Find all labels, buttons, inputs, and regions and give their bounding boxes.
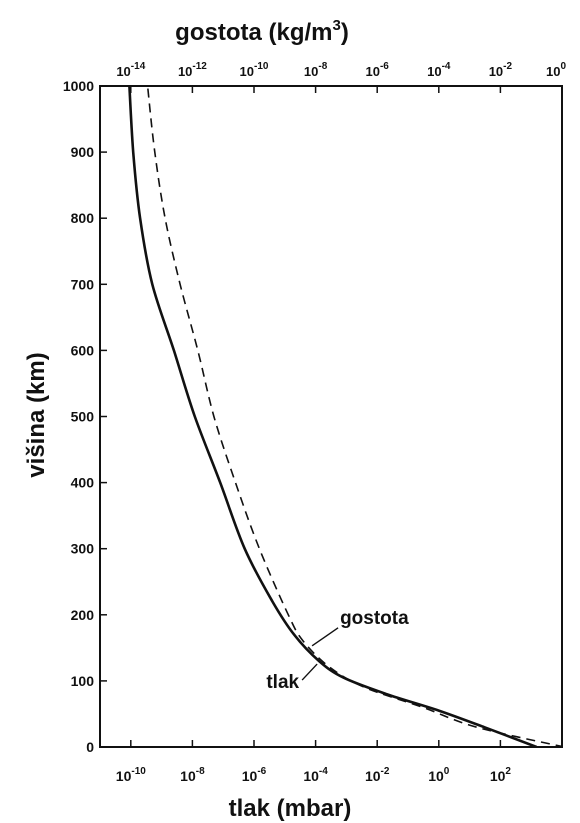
plot-frame xyxy=(99,85,563,748)
x-bottom-tick-label: 10-4 xyxy=(303,766,328,784)
y-tick-label: 300 xyxy=(71,541,95,557)
x-top-tick-label: 10-6 xyxy=(366,61,390,79)
y-tick-label: 200 xyxy=(71,607,95,623)
y-axis-title: višina (km) xyxy=(23,352,50,477)
x-top-tick-label: 10-4 xyxy=(427,61,451,79)
annotations: gostota tlak xyxy=(266,608,409,693)
series-line-tlak xyxy=(128,85,538,747)
x-axis-top-title-sup: 3 xyxy=(333,17,341,34)
x-top-tick-label: 10-8 xyxy=(304,61,328,79)
y-tick-label: 100 xyxy=(71,673,95,689)
x-bottom-tick-label: 10-6 xyxy=(242,766,267,784)
x-axis-top-title-tail: ) xyxy=(341,19,349,46)
x-top-tick-label: 10-10 xyxy=(240,61,269,79)
y-tick-label: 800 xyxy=(71,210,95,226)
y-tick-label: 500 xyxy=(71,409,95,425)
x-bottom-tick-label: 10-2 xyxy=(365,766,390,784)
x-axis-bottom-ticks: 10-10 10-8 10-6 10-4 10-2 100 102 xyxy=(116,740,512,784)
annotation-gostota: gostota xyxy=(340,608,409,629)
annotation-leader-tlak xyxy=(301,663,318,681)
y-tick-label: 0 xyxy=(86,739,94,755)
x-bottom-tick-label: 10-8 xyxy=(180,766,205,784)
series-group xyxy=(128,85,562,747)
x-axis-bottom-title: tlak (mbar) xyxy=(229,795,352,822)
annotation-tlak: tlak xyxy=(266,672,299,693)
x-bottom-tick-label: 10-10 xyxy=(116,766,146,784)
annotation-leader-gostota xyxy=(311,627,339,647)
y-tick-label: 1000 xyxy=(63,78,94,94)
y-tick-label: 600 xyxy=(71,342,95,358)
x-bottom-tick-label: 102 xyxy=(490,766,512,784)
y-axis-ticks: 0 100 200 300 400 500 600 700 800 900 1000 xyxy=(63,78,107,755)
series-line-gostota xyxy=(146,85,562,747)
x-axis-top-ticks: 10-14 10-12 10-10 10-8 10-6 10-4 10-2 100 xyxy=(116,61,566,93)
x-axis-top-title: gostota (kg/m3) xyxy=(175,17,349,46)
x-top-tick-label: 10-14 xyxy=(116,61,145,79)
x-top-tick-label: 10-2 xyxy=(489,61,513,79)
y-tick-label: 400 xyxy=(71,475,95,491)
x-bottom-tick-label: 100 xyxy=(428,766,450,784)
x-top-tick-label: 100 xyxy=(546,61,566,79)
x-axis-top-title-base: gostota (kg/m xyxy=(175,19,332,46)
y-tick-label: 900 xyxy=(71,144,95,160)
plot-border xyxy=(99,85,563,748)
y-tick-label: 700 xyxy=(71,276,95,292)
x-top-tick-label: 10-12 xyxy=(178,61,207,79)
